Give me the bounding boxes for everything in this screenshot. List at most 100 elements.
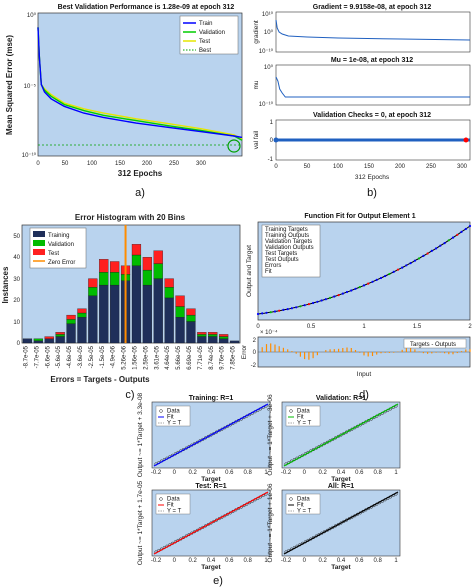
panel-c-ytick: 30 — [13, 277, 20, 283]
panel-b-gradient-title: Gradient = 9.9158e-08, at epoch 312 — [313, 4, 432, 11]
panel-b-mu-ytick: 10⁰ — [264, 64, 274, 71]
panel-c-xtick: 9.76e-05 — [220, 345, 226, 369]
panel-b-mu-title: Mu = 1e-08, at epoch 312 — [331, 57, 413, 64]
panel-b-gradient-plot — [275, 11, 471, 53]
panel-b-mu-plot — [275, 64, 471, 106]
panel-e-ylabel: Output ~= 1*Target + 3.3e-08 — [137, 392, 144, 477]
panel-e-xtick: 0 — [303, 558, 307, 564]
panel-e-ylabel: Output ~= 1*Target + 1.7e-05 — [137, 480, 144, 565]
panel-b-xtick: 100 — [333, 164, 344, 170]
panel-c-bar-training — [153, 278, 163, 344]
panel-e-data-point — [209, 521, 213, 525]
panel-c-bar-test — [186, 308, 196, 316]
panel-c-bar-test — [88, 278, 98, 288]
panel-d-point — [324, 298, 327, 301]
legend-test-outputs: Test Outputs — [265, 257, 299, 263]
panel-e-legend-swatch-data — [159, 497, 163, 501]
panel-d-point — [396, 268, 399, 271]
panel-d-point — [295, 306, 298, 309]
panel-c-xtick: -7.7e-05 — [34, 345, 40, 368]
legend-validation-outputs: Validation Outputs — [265, 245, 314, 251]
panel-b-xtick: 150 — [364, 164, 375, 170]
panel-c-legend: Training Validation Test Zero Error — [29, 227, 87, 269]
panel-d-point — [422, 254, 425, 257]
panel-d-point — [384, 274, 387, 278]
panel-c-bar-test — [110, 261, 120, 273]
panel-e-fit-line — [153, 403, 269, 467]
panel-c-bar-training — [99, 284, 109, 344]
panel-c-xtick: -3.6e-05 — [78, 345, 84, 368]
panel-d-point — [333, 295, 336, 298]
legend-validation-targets: Validation Targets — [265, 239, 312, 245]
panel-c-bar-training — [44, 338, 54, 344]
panel-c-bar-test — [99, 259, 109, 273]
panel-c-bar-validation — [208, 334, 218, 337]
panel-e-xtick: -0.2 — [281, 558, 292, 564]
panel-e-legend-label: Y = T — [167, 509, 182, 515]
panel-c-bar-training — [33, 340, 43, 344]
caption-b: b) — [367, 187, 377, 199]
panel-e-subplot-title: Training: R=1 — [189, 395, 234, 402]
legend-test: Test — [199, 39, 210, 45]
panel-c-ytick: 50 — [13, 234, 20, 240]
panel-e-legend-swatch-data — [159, 409, 163, 413]
panel-d-point — [350, 289, 353, 292]
panel-e-xtick: 1 — [394, 558, 398, 564]
panel-c-bar-validation — [77, 312, 87, 318]
panel-c-xtick: 5.26e-06 — [122, 345, 128, 369]
panel-a-legend: Train Validation Test Best — [179, 15, 239, 55]
panel-d-point — [282, 308, 285, 311]
panel-b-xlabel: 312 Epochs — [355, 174, 390, 181]
legend-best: Best — [199, 48, 211, 54]
panel-d-error-ylabel: Error — [241, 344, 248, 359]
panel-d-xtick: 0.5 — [307, 324, 316, 330]
caption-c: c) — [125, 389, 134, 401]
panel-e-xtick: 0.6 — [225, 558, 234, 564]
legend-validation: Validation — [199, 30, 225, 36]
panel-c-bar-validation — [197, 334, 207, 337]
panel-c-xtick: -6.6e-05 — [45, 345, 51, 368]
panel-e-xtick: 0 — [303, 470, 307, 476]
panel-a-xtick: 250 — [169, 161, 180, 167]
panel-d-xtick: 0 — [256, 324, 260, 330]
panel-d-xlabel: Input — [357, 371, 372, 378]
panel-c-bar-test — [142, 257, 152, 271]
panel-e-xtick: 0.4 — [337, 558, 346, 564]
panel-c-xtick: -4.9e-06 — [111, 345, 117, 368]
panel-d-point — [409, 262, 412, 265]
panel-e-xtick: 0.8 — [244, 558, 253, 564]
caption-d: d) — [359, 389, 369, 401]
panel-e-legend-box — [155, 405, 191, 427]
panel-e-data-point — [212, 519, 216, 524]
panel-c-bar-training — [55, 336, 65, 344]
panel-d-error-legend-label: Targets - Outputs — [410, 342, 456, 348]
panel-d-point — [401, 266, 404, 269]
panel-c-bar-test — [131, 244, 142, 256]
panel-c-bar-training — [66, 323, 76, 344]
panel-a-xtick: 100 — [87, 161, 98, 167]
panel-c-bar-validation — [55, 334, 65, 337]
panel-b-valfail-ytick: 1 — [270, 120, 274, 126]
panel-c-bar-test — [77, 308, 87, 314]
panel-c-xtick: 3.61e-05 — [154, 345, 160, 369]
panel-d-point — [316, 300, 319, 303]
panel-d-legend: Training Targets Training Outputs Valida… — [261, 224, 321, 278]
panel-b-xtick: 0 — [274, 164, 278, 170]
panel-c-bar-test — [175, 295, 185, 307]
panel-d-xtick: 1 — [362, 324, 366, 330]
panel-e-xtick: 0.6 — [225, 470, 234, 476]
panel-c-bar-training — [186, 321, 196, 344]
panel-a-xtick: 50 — [62, 161, 69, 167]
panel-c-bar-test — [164, 278, 174, 288]
panel-e-legend-box — [285, 493, 321, 515]
panel-d-xtick: 2 — [468, 324, 472, 330]
panel-c-bar-validation — [131, 254, 142, 266]
panel-b-gradient-ytick: 10⁰ — [264, 29, 274, 36]
panel-c-bar-validation — [164, 287, 174, 299]
panel-d-point — [278, 309, 281, 312]
panel-d-point — [320, 299, 323, 302]
panel-c-bar-test — [219, 334, 229, 337]
panel-e-legend-label: Y = T — [167, 421, 182, 427]
